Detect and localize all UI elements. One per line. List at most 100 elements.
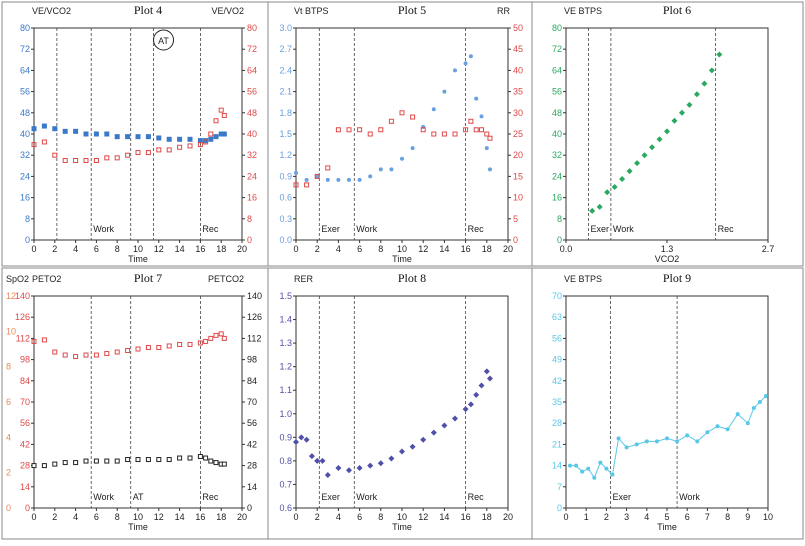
y-tick-label: 80 (20, 23, 30, 33)
data-point (474, 96, 479, 101)
y-tick-label: 32 (20, 150, 30, 160)
data-point (197, 138, 203, 144)
x-tick-label: 14 (175, 244, 185, 254)
plot-title: Plot 5 (398, 3, 426, 17)
data-point (745, 421, 750, 426)
x-tick-label: 16 (195, 244, 205, 254)
y-right-tick-label: 48 (247, 108, 257, 118)
y2-tick-label: 10 (6, 326, 16, 336)
data-point (634, 160, 641, 167)
data-point (634, 442, 639, 447)
data-point (619, 176, 626, 183)
y-tick-label: 48 (20, 108, 30, 118)
data-point (604, 466, 609, 471)
data-point (324, 472, 331, 479)
event-marker-label: Work (679, 492, 700, 502)
series-1 (589, 51, 723, 214)
data-point (52, 349, 58, 355)
data-point (298, 434, 305, 441)
x-tick-label: 6 (94, 512, 99, 522)
y-tick-label: 0 (557, 503, 562, 513)
x-tick-label: 0 (31, 244, 36, 254)
x-tick-label: 16 (195, 512, 205, 522)
data-point (335, 127, 341, 133)
data-point (574, 463, 579, 468)
data-point (725, 427, 730, 432)
x-tick-label: 10 (397, 512, 407, 522)
y-tick-label: 1.2 (279, 150, 292, 160)
data-point (31, 142, 37, 148)
data-point (357, 177, 362, 182)
data-point (135, 150, 141, 156)
x-tick-label: 4 (644, 512, 649, 522)
data-point (166, 343, 172, 349)
x-tick-label: 2 (315, 244, 320, 254)
data-point (52, 126, 58, 132)
data-point (325, 165, 331, 171)
y-tick-label: 24 (20, 171, 30, 181)
y-tick-label: 84 (20, 376, 30, 386)
data-point (357, 127, 363, 133)
y-tick-label: 0.9 (279, 432, 292, 442)
x-tick-label: 6 (357, 512, 362, 522)
y-right-tick-label: 80 (247, 23, 257, 33)
x-tick-label: 1.3 (661, 244, 674, 254)
x-tick-label: 1 (584, 512, 589, 522)
y-tick-label: 56 (20, 87, 30, 97)
y-right-tick-label: 126 (247, 312, 262, 322)
x-tick-label: 8 (378, 512, 383, 522)
left-axis-label: RER (294, 274, 314, 284)
data-point (293, 439, 299, 446)
data-point (685, 433, 690, 438)
event-marker-label: Rec (202, 224, 219, 234)
data-point (388, 118, 394, 124)
data-point (177, 455, 183, 461)
x-tick-label: 20 (503, 244, 513, 254)
x-tick-label: 0 (31, 512, 36, 522)
y-tick-label: 1.4 (279, 315, 292, 325)
x-tick-label: 2.7 (762, 244, 775, 254)
data-point (611, 184, 618, 190)
plot-5: Plot 8 0 2 4 6 8 10 12 14 16 18 20 Time 0.6 0.7 0.8 0.9 1… (279, 271, 513, 532)
y-tick-label: 49 (552, 355, 562, 365)
y-tick-label: 0.6 (279, 503, 292, 513)
data-point (187, 455, 193, 461)
series-1 (293, 368, 493, 479)
data-point (145, 344, 151, 350)
data-point (125, 134, 131, 140)
data-point (463, 127, 469, 133)
data-point (208, 335, 214, 341)
data-point (104, 351, 110, 357)
y-right-tick-label: 0 (247, 235, 252, 245)
series-2 (31, 107, 227, 163)
x-tick-label: 4 (73, 512, 78, 522)
x-tick-label: 12 (418, 512, 428, 522)
y-right-tick-label: 84 (247, 376, 257, 386)
data-point (197, 340, 203, 346)
data-point (187, 143, 193, 149)
x-tick-label: 16 (461, 244, 471, 254)
y-tick-label: 1.1 (279, 385, 292, 395)
x-tick-label: 0 (293, 244, 298, 254)
event-marker-label: Exer (612, 492, 631, 502)
data-point (626, 168, 633, 175)
data-point (701, 80, 708, 87)
data-point (420, 127, 426, 133)
data-point (221, 335, 227, 341)
data-point (293, 182, 299, 188)
plot-3: Plot 6 0.0 1.3 2.7 VCO2 0 8 16 24 32 40 48 56 64 72 80V… (552, 3, 774, 264)
data-point (452, 415, 458, 422)
y-tick-label: 56 (552, 87, 562, 97)
data-point (347, 177, 351, 182)
y-right-tick-label: 20 (513, 150, 523, 160)
data-point (368, 174, 373, 179)
x-tick-label: 3 (624, 512, 629, 522)
y2-tick-label: 6 (6, 397, 11, 407)
data-point (400, 156, 404, 161)
data-point (441, 422, 448, 429)
data-point (197, 142, 203, 148)
series-2 (31, 454, 227, 469)
y-right-tick-label: 0 (247, 503, 252, 513)
x-tick-label: 2 (604, 512, 609, 522)
y-tick-label: 8 (557, 214, 562, 224)
